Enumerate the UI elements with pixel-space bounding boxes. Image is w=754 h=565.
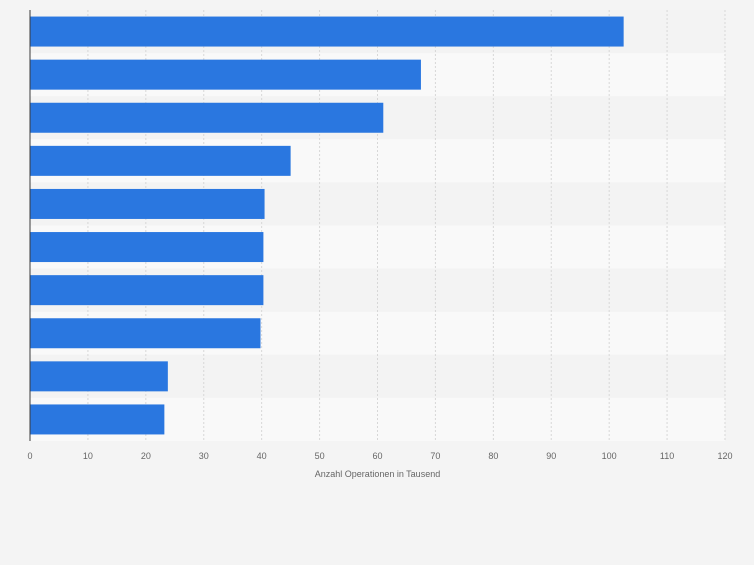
bar[interactable]: [30, 16, 624, 47]
x-tick-label: 0: [27, 451, 32, 461]
x-tick-label: 120: [717, 451, 732, 461]
bar[interactable]: [30, 361, 168, 392]
bar[interactable]: [30, 275, 264, 306]
x-axis-label: Anzahl Operationen in Tausend: [315, 469, 440, 479]
x-tick-label: 20: [141, 451, 151, 461]
x-tick-label: 40: [257, 451, 267, 461]
x-tick-label: 110: [660, 451, 674, 461]
bars: [30, 16, 624, 435]
bar[interactable]: [30, 145, 291, 176]
x-tick-label: 60: [372, 451, 382, 461]
bar[interactable]: [30, 318, 261, 349]
bar[interactable]: [30, 232, 264, 263]
x-tick-label: 80: [488, 451, 498, 461]
x-tick-label: 50: [315, 451, 325, 461]
x-tick-label: 90: [546, 451, 556, 461]
bar[interactable]: [30, 59, 421, 90]
x-tick-label: 30: [199, 451, 209, 461]
x-tick-label: 100: [602, 451, 617, 461]
bar[interactable]: [30, 404, 165, 435]
x-tick-label: 70: [430, 451, 440, 461]
bar[interactable]: [30, 188, 265, 219]
bar[interactable]: [30, 102, 384, 133]
x-tick-label: 10: [83, 451, 93, 461]
x-tick-labels: 0 10 20 30 40 50 60 70 80 90 100 110 120: [27, 451, 732, 461]
